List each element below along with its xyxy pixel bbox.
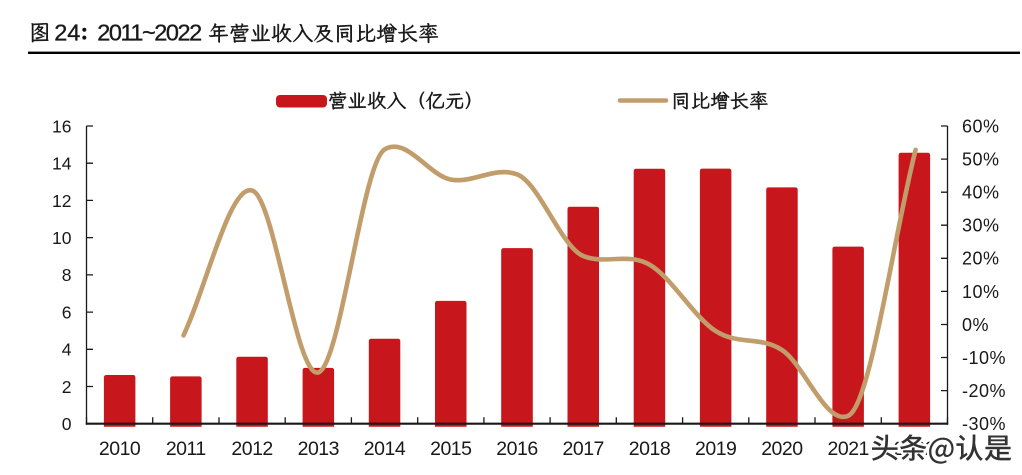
svg-text:2017: 2017 [563, 438, 604, 460]
svg-text:2020: 2020 [761, 438, 803, 460]
svg-text:-20%: -20% [962, 381, 1006, 401]
svg-text:2012: 2012 [231, 438, 272, 460]
svg-text:60%: 60% [962, 116, 1000, 136]
svg-text:12: 12 [52, 191, 71, 211]
svg-text:2: 2 [62, 377, 72, 397]
svg-text:-30%: -30% [962, 414, 1006, 434]
svg-text:40%: 40% [962, 183, 1000, 203]
svg-text:8: 8 [62, 265, 72, 285]
svg-text:2021: 2021 [828, 438, 869, 460]
svg-text:10%: 10% [962, 282, 1000, 302]
svg-text:2014: 2014 [364, 438, 406, 460]
svg-text:0%: 0% [962, 315, 989, 335]
svg-text:2011~2022: 2011~2022 [97, 20, 201, 46]
svg-text:2018: 2018 [629, 438, 670, 460]
svg-text:2016: 2016 [496, 438, 537, 460]
svg-text:6: 6 [62, 303, 72, 323]
svg-text:-10%: -10% [962, 348, 1006, 368]
svg-text:24: 24 [54, 20, 80, 46]
svg-text:0: 0 [62, 414, 72, 434]
svg-text:14: 14 [52, 154, 72, 174]
svg-text:50%: 50% [962, 150, 1000, 170]
svg-text:30%: 30% [962, 216, 1000, 236]
svg-text:2013: 2013 [298, 438, 339, 460]
svg-text:2011: 2011 [166, 438, 206, 460]
svg-text:2010: 2010 [99, 438, 141, 460]
svg-text:2019: 2019 [695, 438, 736, 460]
svg-text:10: 10 [52, 228, 72, 248]
svg-text:4: 4 [62, 340, 72, 360]
svg-text:16: 16 [52, 116, 71, 136]
svg-text:2015: 2015 [430, 438, 472, 460]
svg-text:20%: 20% [962, 249, 1000, 269]
